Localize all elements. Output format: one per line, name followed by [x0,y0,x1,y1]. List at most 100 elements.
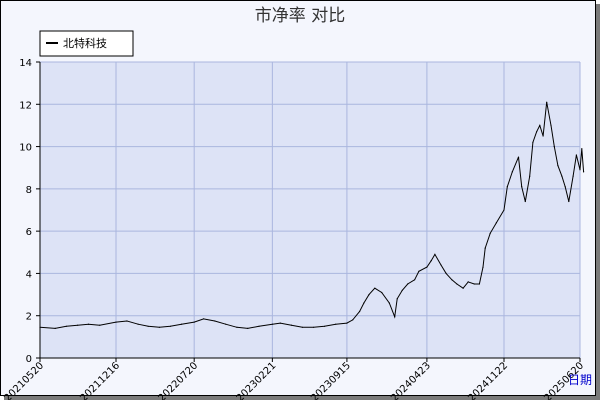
data-point [346,322,348,324]
data-point [462,287,464,289]
data-point [579,169,581,171]
data-point [247,327,249,329]
data-point [517,156,520,158]
data-point [335,323,337,325]
y-tick-label: 8 [26,185,32,196]
data-point [489,232,491,234]
y-tick-label: 6 [26,227,32,238]
data-point [581,148,583,150]
data-point [214,320,216,322]
data-point [572,175,574,177]
data-point [414,279,416,281]
data-point [258,325,260,327]
data-point [484,247,486,249]
data-point [65,325,67,327]
data-point [193,321,195,323]
x-tick-label: 20220720 [157,360,201,400]
data-point [363,302,365,304]
x-tick-labels: 20210520 20211216 20220720 20230221 20230915… [2,360,586,400]
chart-title: 市净率 对比 [255,6,345,26]
y-tick-label: 4 [26,269,32,280]
y-tick-label: 0 [26,354,32,365]
x-tick-label: 20230221 [235,360,279,400]
y-tick-labels: 0 2 4 6 8 10 12 14 [19,58,32,365]
y-tick-label: 10 [19,143,32,154]
data-point [352,319,354,321]
data-point [39,326,41,328]
plot-area [40,62,580,358]
data-point [440,264,442,266]
frame-shadow-bottom [4,396,600,400]
data-point [87,323,90,325]
data-point [542,135,544,137]
data-point [434,253,436,255]
data-point [456,283,458,285]
data-point [323,325,326,327]
data-point [394,316,396,318]
data-point [430,260,432,262]
data-point [99,324,101,326]
data-point [236,326,238,328]
data-point [524,200,526,203]
data-point [532,141,534,143]
data-point [506,186,508,188]
data-point [279,322,281,324]
series-lines [39,101,585,329]
data-point [546,101,548,103]
axes [36,61,581,362]
x-tick-label: 20210520 [2,360,46,400]
y-tick-label: 12 [19,100,32,111]
data-point [539,124,541,126]
data-point [451,279,453,281]
data-point [575,154,578,156]
data-point [271,323,273,325]
data-point [401,289,403,291]
data-point [583,171,585,173]
data-point [396,298,398,300]
data-point [180,323,183,325]
data-point [568,200,570,203]
data-point [147,325,149,327]
data-point [553,146,555,148]
y-tick-label: 2 [26,312,32,323]
data-point [561,175,563,177]
x-tick-label: 20211216 [78,360,122,400]
data-point [137,323,139,325]
data-point [550,124,552,126]
data-point [482,266,484,268]
data-point [473,283,475,285]
data-point [495,222,497,224]
frame-shadow-right [596,4,600,400]
data-point [374,287,376,289]
data-point [115,321,117,323]
legend-label: 北特科技 [63,36,107,50]
data-point [536,131,538,133]
data-point [529,175,531,177]
data-point [503,209,505,211]
data-point [301,326,303,328]
x-axis-label: 日期 [568,373,592,387]
data-point [478,283,480,285]
data-point [388,302,390,304]
y-tick-label: 14 [19,58,32,69]
data-point [511,171,513,173]
data-point [313,326,315,328]
data-point [467,281,469,283]
data-point [418,270,420,272]
data-point [158,326,160,328]
data-point [290,324,293,326]
data-point [564,186,566,188]
x-tick-label: 20240423 [389,360,433,400]
data-point [521,186,523,188]
data-point [54,327,56,329]
data-point [445,272,447,274]
data-point [225,323,227,325]
data-point [381,291,383,294]
data-point [368,294,370,296]
x-tick-label: 20230915 [309,360,353,400]
x-tick-label: 20241122 [466,360,510,400]
data-point [77,324,79,326]
data-point [169,325,171,327]
data-point [557,165,559,167]
